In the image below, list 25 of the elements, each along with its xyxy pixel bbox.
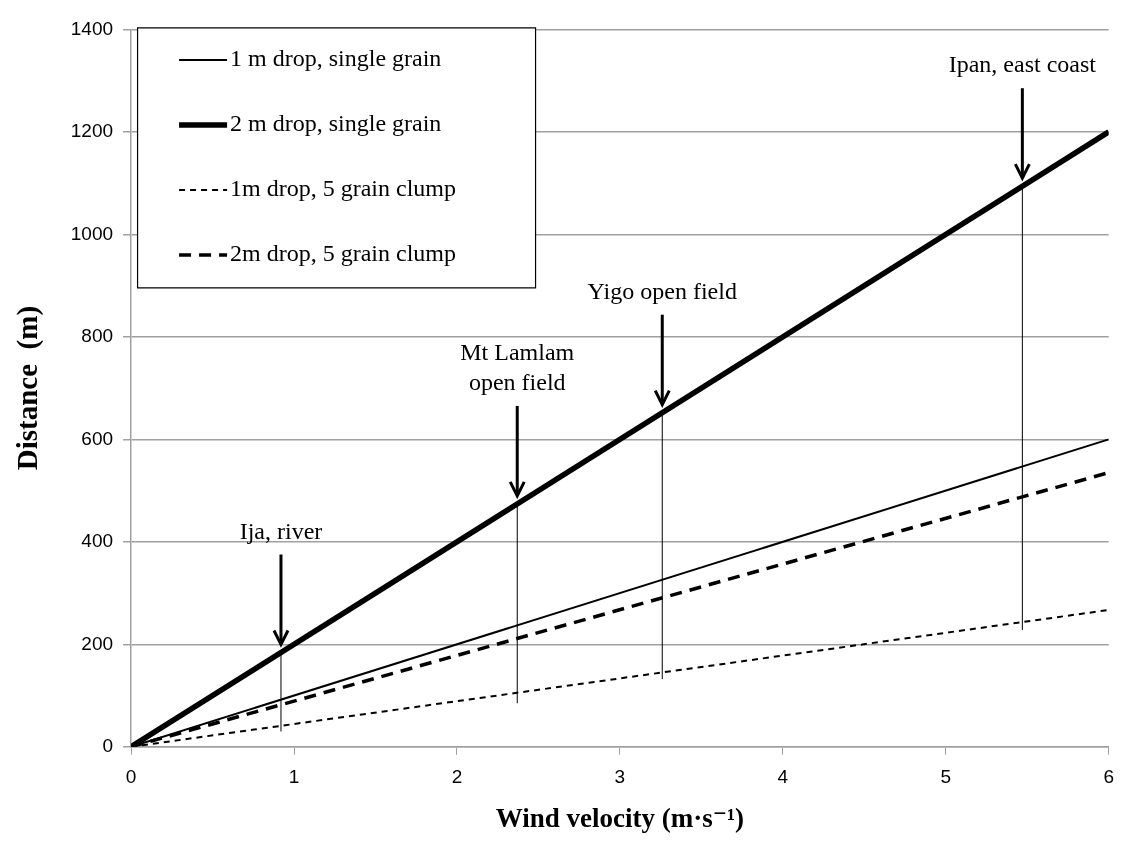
x-axis-title: Wind velocity (m·s⁻¹) [495, 802, 745, 833]
annotation: Ija, river [239, 517, 323, 544]
legend-label: 1m drop, 5 grain clump [230, 175, 457, 202]
y-tick-label: 400 [81, 530, 114, 552]
legend-label: 2m drop, 5 grain clump [230, 240, 457, 267]
x-tick-label: 0 [125, 766, 137, 788]
legend-label: 2 m drop, single grain [230, 110, 442, 137]
y-tick-label: 800 [81, 325, 114, 347]
y-tick-label: 0 [102, 735, 114, 757]
x-tick-label: 2 [451, 766, 463, 788]
x-tick-label: 5 [940, 766, 952, 788]
y-tick-label: 1400 [70, 17, 114, 39]
y-tick-label: 600 [81, 427, 114, 449]
x-tick-label: 1 [288, 766, 300, 788]
legend-label: 1 m drop, single grain [230, 45, 442, 72]
y-tick-label: 1000 [70, 222, 114, 244]
annotation: Mt Lamlam open field [460, 338, 575, 395]
y-axis-title: Distance (m) [10, 305, 44, 471]
annotation: Ipan, east coast [948, 51, 1097, 78]
y-tick-label: 1200 [70, 120, 114, 142]
annotation: Yigo open field [587, 277, 737, 304]
x-tick-label: 6 [1103, 766, 1115, 788]
y-tick-label: 200 [81, 632, 114, 654]
x-tick-label: 4 [777, 766, 789, 788]
x-tick-label: 3 [614, 766, 626, 788]
